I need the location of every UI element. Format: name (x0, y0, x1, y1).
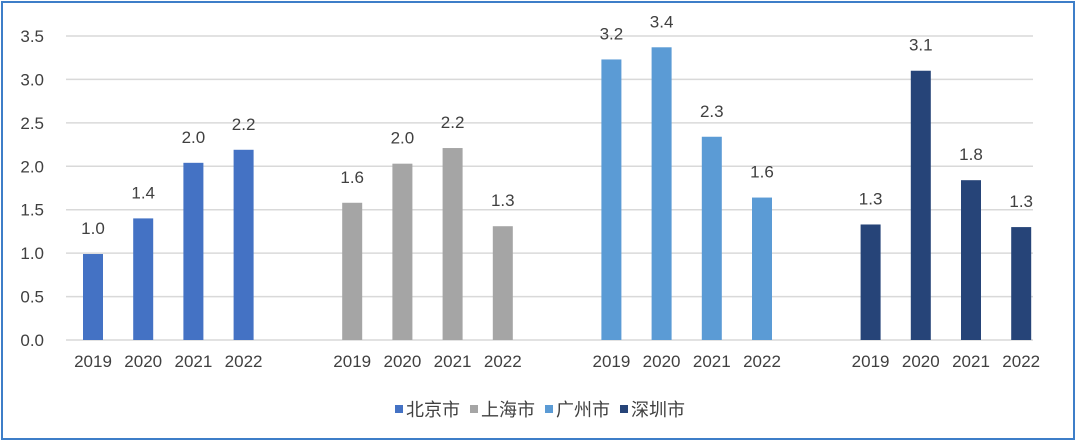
legend-swatch (545, 405, 553, 413)
y-tick-label: 2.0 (20, 157, 44, 176)
y-tick-label: 3.0 (20, 70, 44, 89)
data-label: 1.6 (750, 163, 774, 182)
data-label: 1.0 (81, 219, 105, 238)
legend-swatch (395, 405, 403, 413)
legend-label: 广州市 (556, 400, 610, 420)
legend-label: 北京市 (406, 400, 460, 420)
x-tick-label: 2021 (434, 352, 472, 371)
data-label: 2.2 (441, 113, 465, 132)
bar (961, 180, 981, 340)
data-label: 1.4 (131, 183, 155, 202)
y-tick-label: 0.5 (20, 288, 44, 307)
bar (342, 202, 363, 340)
x-tick-label: 2021 (952, 352, 990, 371)
data-label: 3.4 (650, 12, 674, 31)
y-tick-label: 1.0 (20, 244, 44, 263)
bar (233, 149, 254, 340)
data-label: 3.1 (909, 36, 933, 55)
data-label: 1.8 (959, 145, 983, 164)
legend-label: 深圳市 (631, 400, 685, 420)
y-tick-label: 2.5 (20, 114, 44, 133)
legend-item: 北京市 (395, 396, 460, 422)
y-tick-label: 0.0 (20, 331, 44, 350)
x-tick-label: 2022 (1002, 352, 1040, 371)
bar (910, 70, 931, 340)
data-label: 2.3 (700, 102, 724, 121)
y-tick-label: 3.5 (20, 27, 44, 46)
bar (392, 163, 413, 340)
bar (442, 148, 463, 340)
legend: 北京市 上海市 广州市 深圳市 (0, 396, 1080, 422)
x-tick-label: 2019 (74, 352, 112, 371)
y-tick-label: 1.5 (20, 201, 44, 220)
data-label: 1.3 (1009, 192, 1033, 211)
x-tick-label: 2020 (383, 352, 421, 371)
x-tick-label: 2022 (225, 352, 263, 371)
bar (183, 162, 204, 340)
x-tick-label: 2022 (743, 352, 781, 371)
legend-item: 深圳市 (620, 396, 685, 422)
legend-item: 广州市 (545, 396, 610, 422)
data-label: 1.6 (340, 168, 364, 187)
bar (651, 47, 672, 340)
x-tick-label: 2020 (902, 352, 940, 371)
x-tick-label: 2019 (333, 352, 371, 371)
x-tick-label: 2020 (643, 352, 681, 371)
x-tick-label: 2021 (693, 352, 731, 371)
x-tick-label: 2019 (852, 352, 890, 371)
legend-swatch (470, 405, 478, 413)
data-label: 1.3 (491, 191, 515, 210)
bar (133, 218, 154, 340)
bar (492, 226, 513, 340)
bar (860, 224, 881, 340)
data-label: 2.0 (391, 129, 415, 148)
data-label: 3.2 (600, 24, 624, 43)
x-tick-label: 2020 (124, 352, 162, 371)
legend-item: 上海市 (470, 396, 535, 422)
data-label: 2.0 (182, 128, 206, 147)
bar (601, 59, 622, 341)
legend-label: 上海市 (481, 400, 535, 420)
data-label: 1.3 (859, 189, 883, 208)
x-tick-label: 2021 (174, 352, 212, 371)
x-tick-label: 2022 (484, 352, 522, 371)
bar (83, 254, 103, 340)
bar (752, 197, 772, 340)
legend-swatch (620, 405, 628, 413)
bar (701, 136, 722, 340)
data-label: 2.2 (232, 115, 256, 134)
bar (1011, 227, 1032, 340)
x-tick-label: 2019 (592, 352, 630, 371)
